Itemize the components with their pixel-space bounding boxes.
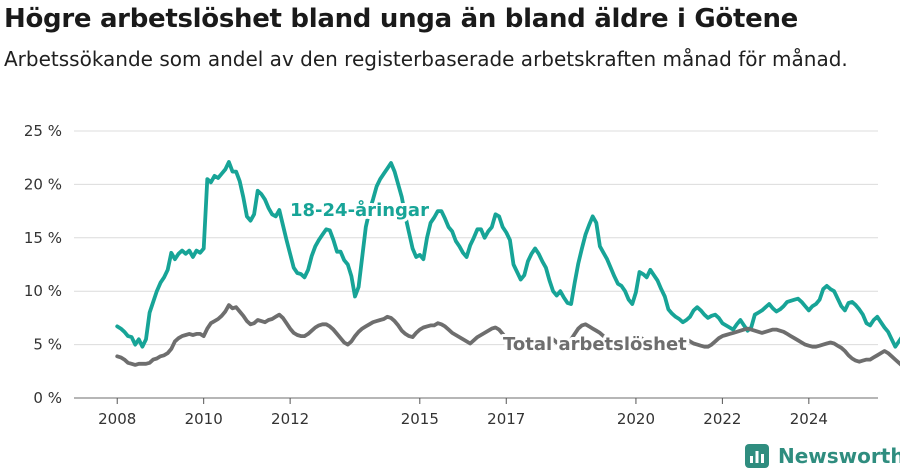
brand-name: Newsworthy bbox=[778, 444, 900, 468]
y-tick-label: 15 % bbox=[24, 229, 62, 247]
x-tick-label: 2012 bbox=[271, 410, 309, 428]
y-tick-label: 10 % bbox=[24, 282, 62, 300]
series-name-label: 18-24-åringar bbox=[290, 199, 429, 221]
brand: Newsworthy bbox=[744, 442, 900, 470]
y-tick-label: 20 % bbox=[24, 175, 62, 193]
x-tick-label: 2024 bbox=[790, 410, 828, 428]
x-tick-label: 2017 bbox=[487, 410, 525, 428]
y-axis: 0 % 5 % 10 % 15 % 20 % 25 % bbox=[24, 122, 62, 407]
y-tick-label: 5 % bbox=[33, 336, 62, 354]
y-tick-label: 0 % bbox=[33, 389, 62, 407]
x-tick-label: 2015 bbox=[401, 410, 439, 428]
series-name-label: Total arbetslöshet bbox=[503, 334, 687, 355]
x-tick-label: 2008 bbox=[98, 410, 136, 428]
x-axis: 2008 2010 2012 2015 2017 2020 2022 2024 bbox=[98, 398, 828, 428]
gridlines bbox=[74, 130, 878, 399]
newsworthy-logo-icon bbox=[745, 444, 769, 468]
series-group bbox=[115, 160, 900, 367]
series-line bbox=[115, 303, 900, 367]
x-tick-label: 2020 bbox=[617, 410, 655, 428]
x-tick-label: 2022 bbox=[703, 410, 741, 428]
x-tick-label: 2010 bbox=[185, 410, 223, 428]
chart-title: Högre arbetslöshet bland unga än bland ä… bbox=[4, 4, 798, 34]
chart-subtitle: Arbetssökande som andel av den registerb… bbox=[4, 47, 848, 71]
series-line bbox=[115, 160, 900, 349]
y-tick-label: 25 % bbox=[24, 122, 62, 140]
